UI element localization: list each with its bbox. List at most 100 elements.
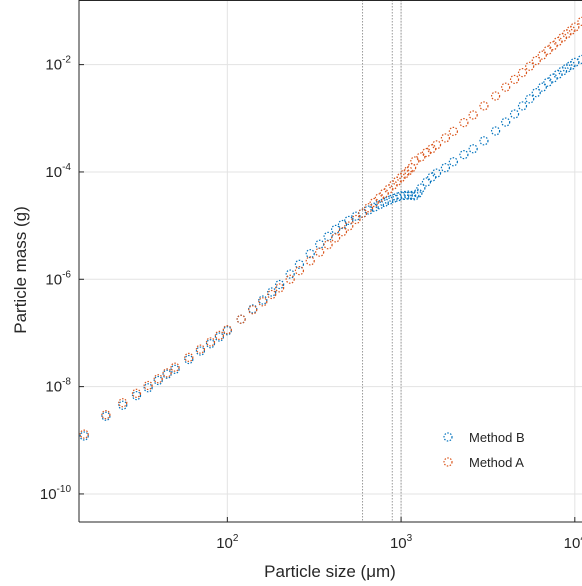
data-point: [153, 374, 163, 384]
data-point: [258, 295, 268, 305]
data-point: [468, 144, 478, 154]
data-point: [396, 191, 406, 201]
data-point: [258, 297, 268, 307]
data-point: [553, 69, 563, 79]
data-point: [490, 91, 501, 101]
data-point: [517, 101, 528, 111]
data-point: [267, 287, 277, 297]
data-point: [363, 205, 374, 215]
data-point: [459, 150, 469, 160]
data-point: [344, 221, 354, 231]
data-point: [531, 55, 541, 66]
data-point: [537, 82, 547, 92]
data-point: [407, 190, 417, 201]
data-point: [479, 101, 489, 111]
data-point: [131, 388, 142, 398]
data-point: [501, 82, 511, 92]
data-point: [222, 325, 232, 335]
data-point: [509, 109, 520, 119]
data-point: [440, 163, 451, 173]
data-point: [577, 16, 582, 26]
legend: Method B Method A: [443, 430, 525, 470]
data-point: [416, 152, 426, 162]
data-point: [305, 249, 315, 259]
data-point: [267, 289, 277, 300]
data-point: [214, 332, 224, 342]
data-point: [363, 203, 374, 213]
y-tick-base: 10: [45, 379, 62, 396]
data-point: [337, 219, 348, 230]
data-point: [143, 380, 153, 391]
data-point: [294, 259, 305, 269]
data-point: [357, 208, 368, 218]
data-point: [143, 383, 153, 393]
data-point: [351, 211, 361, 221]
x-tick-label: 102: [216, 533, 239, 552]
y-tick-exponent: -10: [57, 484, 72, 495]
y-ticks: 10-210-410-610-810-10: [40, 55, 84, 503]
data-point: [570, 22, 580, 32]
data-point: [501, 117, 511, 127]
data-point: [525, 94, 535, 104]
data-point: [275, 279, 285, 290]
data-point: [351, 214, 361, 225]
x-tick-label: 104: [564, 533, 582, 552]
vertical-reference-lines: [362, 0, 402, 522]
data-point: [275, 283, 285, 293]
data-point: [101, 411, 111, 421]
series-method-a: [79, 16, 582, 439]
data-point: [285, 274, 295, 284]
data-point: [170, 362, 180, 372]
data-point: [195, 344, 206, 354]
axes: [78, 0, 582, 523]
data-point: [448, 126, 458, 136]
x-tick-exponent: 4: [580, 533, 582, 544]
data-point: [315, 247, 325, 257]
data-point: [384, 195, 394, 206]
y-tick-base: 10: [45, 57, 62, 74]
legend-label-method-a: Method A: [469, 455, 524, 470]
data-point: [294, 266, 305, 276]
y-tick-label: 10-6: [45, 269, 71, 288]
y-tick-label: 10-10: [40, 484, 72, 503]
y-tick-base: 10: [40, 486, 57, 503]
data-point: [431, 140, 442, 150]
y-tick-label: 10-8: [45, 377, 71, 396]
data-point: [479, 136, 489, 146]
y-tick-exponent: -8: [62, 377, 71, 388]
data-point: [468, 110, 478, 120]
y-tick-label: 10-2: [45, 55, 71, 74]
x-tick-exponent: 3: [407, 533, 413, 544]
data-point: [118, 398, 128, 408]
data-point: [131, 390, 142, 401]
y-tick-exponent: -6: [62, 269, 71, 280]
data-point: [421, 177, 432, 187]
legend-marker-method-a: [443, 457, 453, 467]
data-point: [416, 183, 426, 193]
x-axis-label: Particle size (μm): [264, 562, 396, 581]
data-point: [448, 157, 458, 167]
legend-label-method-b: Method B: [469, 430, 525, 445]
data-point: [509, 74, 520, 85]
data-point: [537, 50, 547, 60]
data-point: [577, 54, 582, 65]
legend-marker-method-b: [443, 432, 453, 442]
series-layer: [79, 16, 582, 441]
data-point: [205, 337, 216, 347]
y-axis-label: Particle mass (g): [11, 206, 30, 334]
y-tick-exponent: -2: [62, 55, 71, 66]
x-tick-base: 10: [564, 535, 581, 552]
data-point: [344, 215, 354, 226]
y-tick-base: 10: [45, 271, 62, 288]
x-tick-base: 10: [216, 535, 233, 552]
x-ticks: 102103104: [216, 517, 582, 552]
x-tick-label: 103: [390, 533, 413, 552]
data-point: [410, 191, 420, 201]
data-point: [79, 429, 89, 439]
data-point: [337, 227, 348, 237]
y-tick-base: 10: [45, 164, 62, 181]
data-point: [410, 156, 420, 166]
y-tick-label: 10-4: [45, 162, 71, 181]
data-point: [153, 375, 163, 386]
